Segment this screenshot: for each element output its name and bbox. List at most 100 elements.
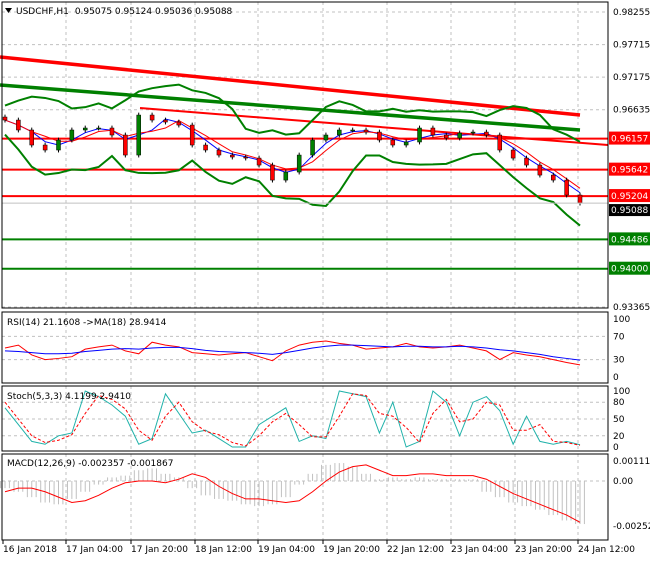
candle [16,119,21,131]
candle [310,139,315,156]
candle [350,129,355,132]
current-price-label-text: 0.95088 [611,206,648,216]
y-tick-label: 80 [613,398,625,408]
triangle-down-icon[interactable] [5,8,12,13]
x-tick-label: 17 Jan 20:00 [131,545,188,555]
price-level-label-text: 0.95642 [611,166,648,176]
x-tick-label: 18 Jan 12:00 [195,545,252,555]
candle [2,116,8,121]
price-level-label: 0.96157 [609,131,650,145]
y-tick-label: 100 [613,315,630,325]
candle [243,156,248,159]
candle [323,134,329,141]
macd-signal-line [4,464,581,523]
candle [577,194,583,204]
candle [510,149,516,159]
grid [2,2,608,540]
macd-panel-frame [1,453,609,541]
x-tick-label: 19 Jan 20:00 [323,545,380,555]
x-tick-label: 23 Jan 04:00 [451,545,508,555]
price-level-label-text: 0.95204 [611,192,648,202]
price-level-label: 0.94000 [609,261,650,275]
current-price-label-bg [609,204,650,217]
y-tick-label: 0.97175 [613,73,650,83]
candle [524,157,529,166]
series-line [4,340,581,366]
y-tick-label: 0.98255 [613,8,650,18]
y-tick-label: 70 [613,332,625,342]
price-level-label-bg [609,131,650,145]
candle [390,139,396,146]
y-tick-label: 0.93365 [613,303,650,313]
y-tick-label: 20 [613,432,625,442]
candle [537,164,543,176]
candle [497,134,503,151]
candle [417,127,422,143]
candle [484,131,489,136]
current-price-label: 0.95088 [609,204,650,217]
y-tick-label: 0 [613,373,619,383]
candle [189,124,195,146]
candle [337,129,342,136]
candle [430,127,436,136]
candle [203,144,208,151]
price-level-label-text: 0.94486 [611,235,648,245]
x-tick-label: 22 Jan 12:00 [387,545,444,555]
candle [230,154,235,158]
candle [551,174,556,181]
candle [56,139,61,151]
y-tick-label: 0.97715 [613,41,650,51]
candle [96,127,101,130]
price-panel[interactable] [0,55,609,270]
candle [216,149,222,156]
x-tick-label: 16 Jan 2018 [3,545,57,555]
candle [270,164,275,181]
macd-panel[interactable] [0,463,585,525]
candle [163,119,168,123]
price-level-label-text: 0.96157 [611,135,648,145]
candle [69,129,75,141]
candle [363,129,369,133]
candle [256,157,262,166]
candle [470,131,476,134]
rsi-title: RSI(14) 21.1608 ->MA(18) 28.9414 [7,318,167,328]
candle [403,141,409,146]
series-line [4,393,581,447]
candle [123,134,128,156]
macd-title: MACD(12,26,9) -0.002357 -0.001867 [7,459,173,469]
price-level-label-bg [609,232,650,246]
price-level-label-bg [609,162,650,176]
stochastic-panel[interactable] [4,390,581,448]
y-tick-label: -0.002522 [613,522,650,532]
price-panel-frame [1,1,609,309]
candle [149,114,155,121]
trendline [0,83,581,132]
price-level-label: 0.95642 [609,162,650,176]
series-line [4,390,581,448]
y-tick-label: 0 [613,443,619,453]
y-tick-label: 100 [613,387,630,397]
price-panel-title: USDCHF,H1 [16,7,69,17]
rsi-panel-frame [1,311,609,384]
candle [176,121,182,126]
candle [377,131,382,141]
y-tick-label: 0.001115 [613,457,650,467]
y-tick-label: 0.00 [613,477,633,487]
price-level-label-bg [609,189,650,203]
ohlc-header: 0.95075 0.95124 0.95036 0.95088 [75,7,233,17]
rsi-panel[interactable] [4,340,581,366]
y-tick-label: 30 [613,356,625,366]
stochastic-panel-frame [1,385,609,452]
candle [564,179,569,196]
price-level-label: 0.94486 [609,232,650,246]
candle [283,171,289,181]
stochastic-title: Stoch(5,3,3) 4.1199 2.9410 [7,392,131,402]
candle [444,134,449,139]
price-level-label-bg [609,261,650,275]
bollinger-lower [4,133,581,227]
candle [82,127,88,131]
candle [296,154,302,173]
trendline [0,55,581,117]
x-tick-label: 24 Jan 12:00 [578,545,635,555]
